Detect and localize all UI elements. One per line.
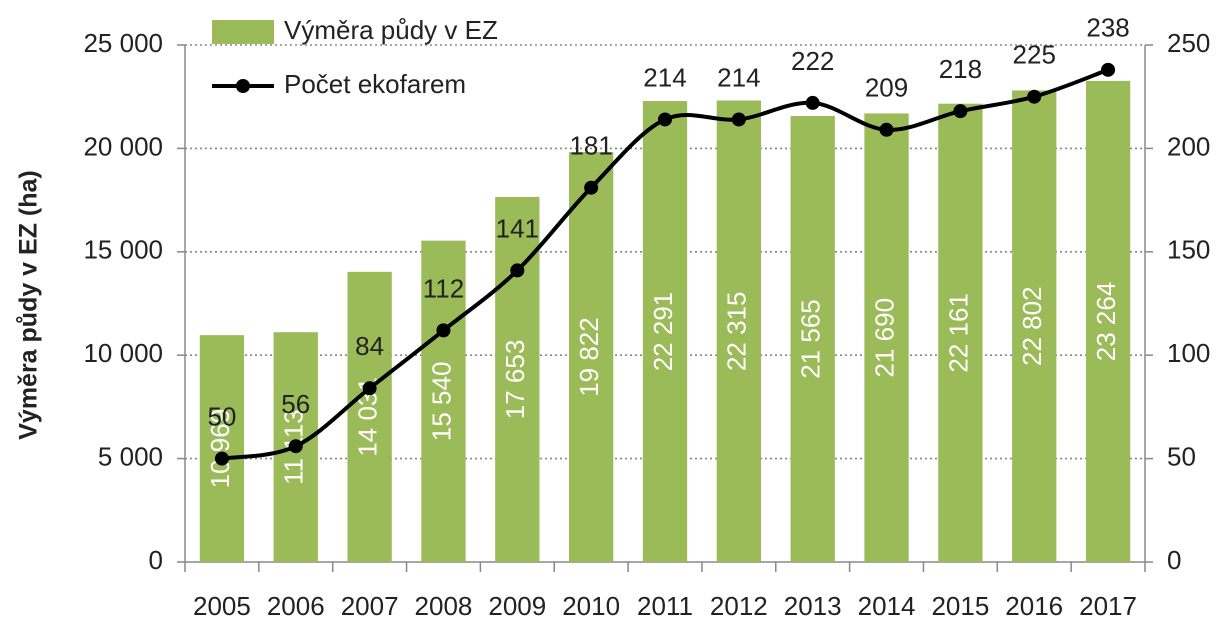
- line-point: [1027, 89, 1042, 104]
- bar: [1085, 80, 1131, 562]
- line-point: [805, 95, 820, 110]
- line-point: [731, 112, 746, 127]
- x-tick-label: 2007: [341, 591, 399, 620]
- x-tick-label: 2006: [267, 591, 325, 620]
- legend-label: Počet ekofarem: [284, 69, 466, 99]
- y-axis-title: Výměra půdy v EZ (ha): [15, 170, 43, 440]
- line-value-label: 209: [865, 73, 908, 103]
- line-value-label: 56: [281, 389, 310, 419]
- y-tick-label: 0: [149, 545, 163, 575]
- x-tick-label: 2013: [784, 591, 842, 620]
- line-point: [584, 180, 599, 195]
- x-tick-label: 2005: [193, 591, 251, 620]
- line-point: [288, 439, 303, 454]
- line-point: [362, 381, 377, 396]
- line-value-label: 222: [791, 46, 834, 76]
- line-value-label: 141: [496, 213, 539, 243]
- x-tick-label: 2016: [1005, 591, 1063, 620]
- bar-value-label: 23 264: [1091, 282, 1121, 362]
- y2-tick-label: 150: [1167, 235, 1210, 265]
- line-point: [1101, 62, 1116, 77]
- line-value-label: 112: [423, 273, 464, 303]
- line-point: [879, 122, 894, 137]
- y-tick-label: 20 000: [83, 131, 163, 161]
- bar: [716, 100, 761, 562]
- bar: [347, 271, 392, 562]
- line-value-label: 50: [207, 401, 236, 431]
- bar: [199, 335, 245, 562]
- line-value-label: 225: [1013, 40, 1056, 70]
- line-point: [658, 112, 672, 127]
- line-value-label: 218: [939, 54, 982, 84]
- legend-marker: [236, 79, 250, 93]
- x-tick-label: 2008: [415, 591, 473, 620]
- y2-tick-label: 250: [1167, 28, 1210, 58]
- bar-value-label: 22 291: [648, 292, 678, 372]
- y2-tick-label: 200: [1167, 131, 1210, 161]
- y-tick-label: 15 000: [83, 235, 163, 265]
- line-value-label: 214: [717, 62, 760, 92]
- line-point: [953, 104, 968, 119]
- x-tick-label: 2009: [488, 591, 546, 620]
- line-value-label: 84: [355, 331, 384, 361]
- legend-swatch: [212, 20, 274, 44]
- x-tick-label: 2017: [1079, 591, 1137, 620]
- bar: [938, 103, 983, 563]
- line-value-label: 181: [569, 131, 612, 161]
- y2-tick-label: 50: [1167, 441, 1196, 471]
- bar-value-label: 22 161: [943, 293, 973, 373]
- x-tick-label: 2011: [637, 591, 693, 620]
- bar-value-label: 17 653: [500, 340, 530, 420]
- bar: [864, 113, 909, 562]
- y-tick-label: 25 000: [83, 28, 163, 58]
- line-point: [510, 263, 525, 278]
- x-tick-label: 2012: [710, 591, 768, 620]
- bar: [1012, 90, 1057, 562]
- y-tick-label: 10 000: [83, 338, 163, 368]
- line-point: [214, 451, 229, 466]
- bar: [790, 116, 835, 562]
- bar-value-label: 10 969: [205, 409, 235, 489]
- bar: [642, 101, 688, 562]
- bar: [421, 240, 466, 562]
- line-value-label: 238: [1086, 13, 1129, 43]
- y2-tick-label: 100: [1167, 338, 1210, 368]
- bar-value-label: 15 540: [426, 362, 456, 442]
- x-tick-label: 2014: [858, 591, 916, 620]
- bar-value-label: 21 565: [796, 299, 826, 379]
- y-tick-label: 5 000: [98, 441, 163, 471]
- x-tick-label: 2015: [931, 591, 989, 620]
- bar-value-label: 22 802: [1017, 286, 1047, 366]
- legend-label: Výměra půdy v EZ: [284, 15, 498, 45]
- bar-value-label: 21 690: [869, 298, 899, 378]
- y2-tick-label: 0: [1167, 545, 1181, 575]
- bar-value-label: 19 822: [574, 317, 604, 397]
- line-point: [436, 323, 451, 338]
- line-value-label: 214: [643, 62, 686, 92]
- bar-value-label: 22 315: [722, 291, 752, 371]
- x-tick-label: 2010: [562, 591, 620, 620]
- bar: [569, 152, 614, 562]
